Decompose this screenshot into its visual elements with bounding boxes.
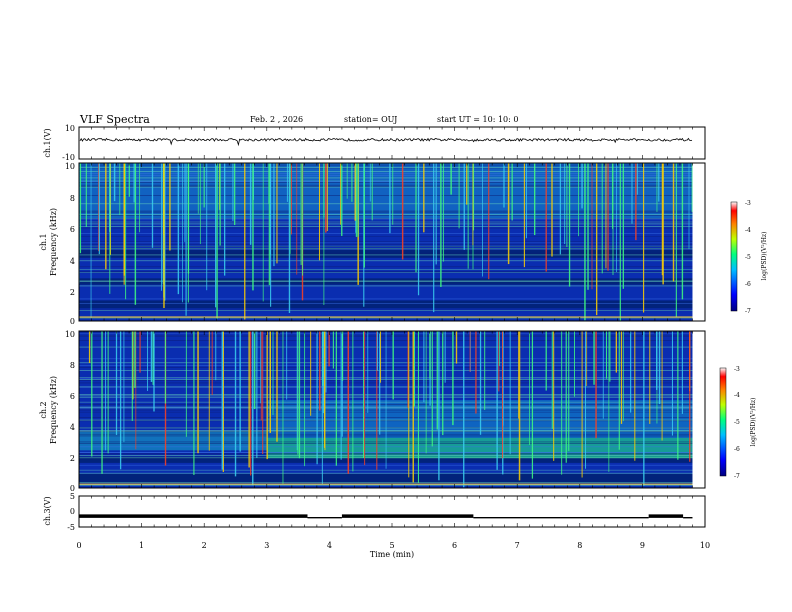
ch1-cb-tick-m3: -3	[745, 200, 751, 207]
ch2-cb-tick-m4: -4	[734, 392, 740, 399]
spectrogram-hiss-upper	[266, 400, 693, 438]
spectrogram-hiss-band	[266, 437, 693, 459]
ch1-cb-tick-m5: -5	[745, 254, 751, 261]
spectrogram-no-data	[692, 331, 705, 488]
ch2-colorbar-label: log(PSD)(V²/Hz)	[750, 398, 757, 447]
ch2-spectrogram-ticks	[78, 331, 706, 488]
figure-title: VLF Spectra	[79, 113, 150, 126]
ch1-freq-tick-6: 6	[70, 225, 75, 234]
ch2-cb-tick-m3: -3	[734, 366, 740, 373]
ch3-signal-ticks	[78, 496, 706, 527]
ch1-freq-tick-4: 4	[70, 257, 75, 266]
spectrogram-no-data	[692, 163, 705, 321]
ch1-cb-tick-m6: -6	[745, 281, 751, 288]
time-tick-label: 5	[389, 541, 394, 550]
ch2-cb-tick-m5: -5	[734, 419, 740, 426]
ch2-freq-ylabel: Frequency (kHz)	[49, 376, 58, 444]
ch1-freq-tick-2: 2	[70, 288, 75, 297]
ch1-spectrogram-panel: 10 8 6 4 2 0 ch.1 Frequency (kHz)	[39, 162, 706, 326]
ch3-ylabel: ch.3(V)	[43, 496, 52, 525]
ch2-freq-tick-0: 0	[70, 484, 75, 493]
ch2-colorbar: -3 -4 -5 -6 -7 log(PSD)(V²/Hz)	[719, 366, 757, 480]
ch1-freq-tick-10: 10	[65, 162, 75, 171]
ch1-spectrogram-marks	[78, 163, 705, 321]
time-tick-label: 0	[76, 541, 81, 550]
ch1-colorbar: -3 -4 -5 -6 -7 log(PSD)(V²/Hz)	[730, 200, 768, 315]
time-tick-label: 9	[640, 541, 645, 550]
ch2-freq-tick-6: 6	[70, 392, 75, 401]
ch2-freq-tick-10: 10	[65, 330, 75, 339]
spectrogram-dark-band	[79, 456, 705, 463]
time-tick-label: 1	[139, 541, 144, 550]
ch3-ytick-5: 5	[70, 492, 75, 501]
time-axis-ticklabels: 0 1 2 3 4 5 6 7 8 9 10	[76, 541, 710, 550]
ch1-freq-ylabel: Frequency (kHz)	[49, 208, 58, 276]
time-tick-label: 8	[577, 541, 582, 550]
time-axis-label: Time (min)	[370, 550, 414, 559]
ch1-ytick-top: 10	[65, 124, 75, 133]
ch1-cb-tick-m7: -7	[745, 308, 751, 315]
time-tick-label: 3	[264, 541, 269, 550]
ch1-cb-tick-m4: -4	[745, 227, 751, 234]
ch3-ytick-0: 0	[70, 507, 75, 516]
ch1-waveform-ticks	[78, 127, 706, 159]
ch3-ytick-m5: -5	[67, 523, 75, 532]
spectrogram-dark-band	[79, 473, 705, 484]
ch2-colorbar-gradient	[719, 367, 727, 477]
ch1-spectrogram-ticks	[78, 163, 706, 321]
station-label: station= OUJ	[344, 115, 397, 124]
ch2-freq-tick-4: 4	[70, 423, 75, 432]
ch3-signal-segments	[79, 514, 693, 519]
time-tick-label: 7	[515, 541, 520, 550]
ch1-waveform-trace	[79, 137, 693, 147]
ch1-waveform-panel: 10 -10 ch.1(V)	[43, 124, 706, 162]
ch1-channel-label: ch.1	[39, 233, 48, 250]
ch2-freq-tick-2: 2	[70, 454, 75, 463]
time-tick-label: 2	[202, 541, 207, 550]
ch1-waveform-frame	[78, 126, 706, 160]
time-tick-label: 4	[327, 541, 332, 550]
spectrogram-upper-glow	[79, 163, 705, 219]
ch1-ylabel: ch.1(V)	[43, 128, 52, 157]
spectrogram-dark-band	[79, 300, 705, 309]
ch1-ytick-bottom: -10	[62, 153, 75, 162]
time-tick-label: 10	[700, 541, 710, 550]
ch2-channel-label: ch.2	[39, 401, 48, 418]
ch3-signal-frame	[78, 495, 706, 528]
ch2-spectrogram-panel: 10 8 6 4 2 0 ch.2 Frequency (kHz)	[39, 330, 706, 493]
time-tick-label: 6	[452, 541, 457, 550]
ch3-signal-panel: 5 0 -5 ch.3(V)	[43, 492, 706, 532]
ch1-freq-tick-8: 8	[70, 194, 75, 203]
start-ut-label: start UT = 10: 10: 0	[437, 115, 518, 124]
ch1-colorbar-gradient	[730, 201, 738, 312]
date-label: Feb. 2 , 2026	[250, 115, 303, 124]
ch1-freq-tick-0: 0	[70, 317, 75, 326]
ch2-cb-tick-m7: -7	[734, 473, 740, 480]
ch2-cb-tick-m6: -6	[734, 446, 740, 453]
ch1-colorbar-label: log(PSD)(V²/Hz)	[761, 232, 768, 281]
ch2-freq-tick-8: 8	[70, 361, 75, 370]
ch2-spectrogram-marks	[79, 331, 705, 488]
